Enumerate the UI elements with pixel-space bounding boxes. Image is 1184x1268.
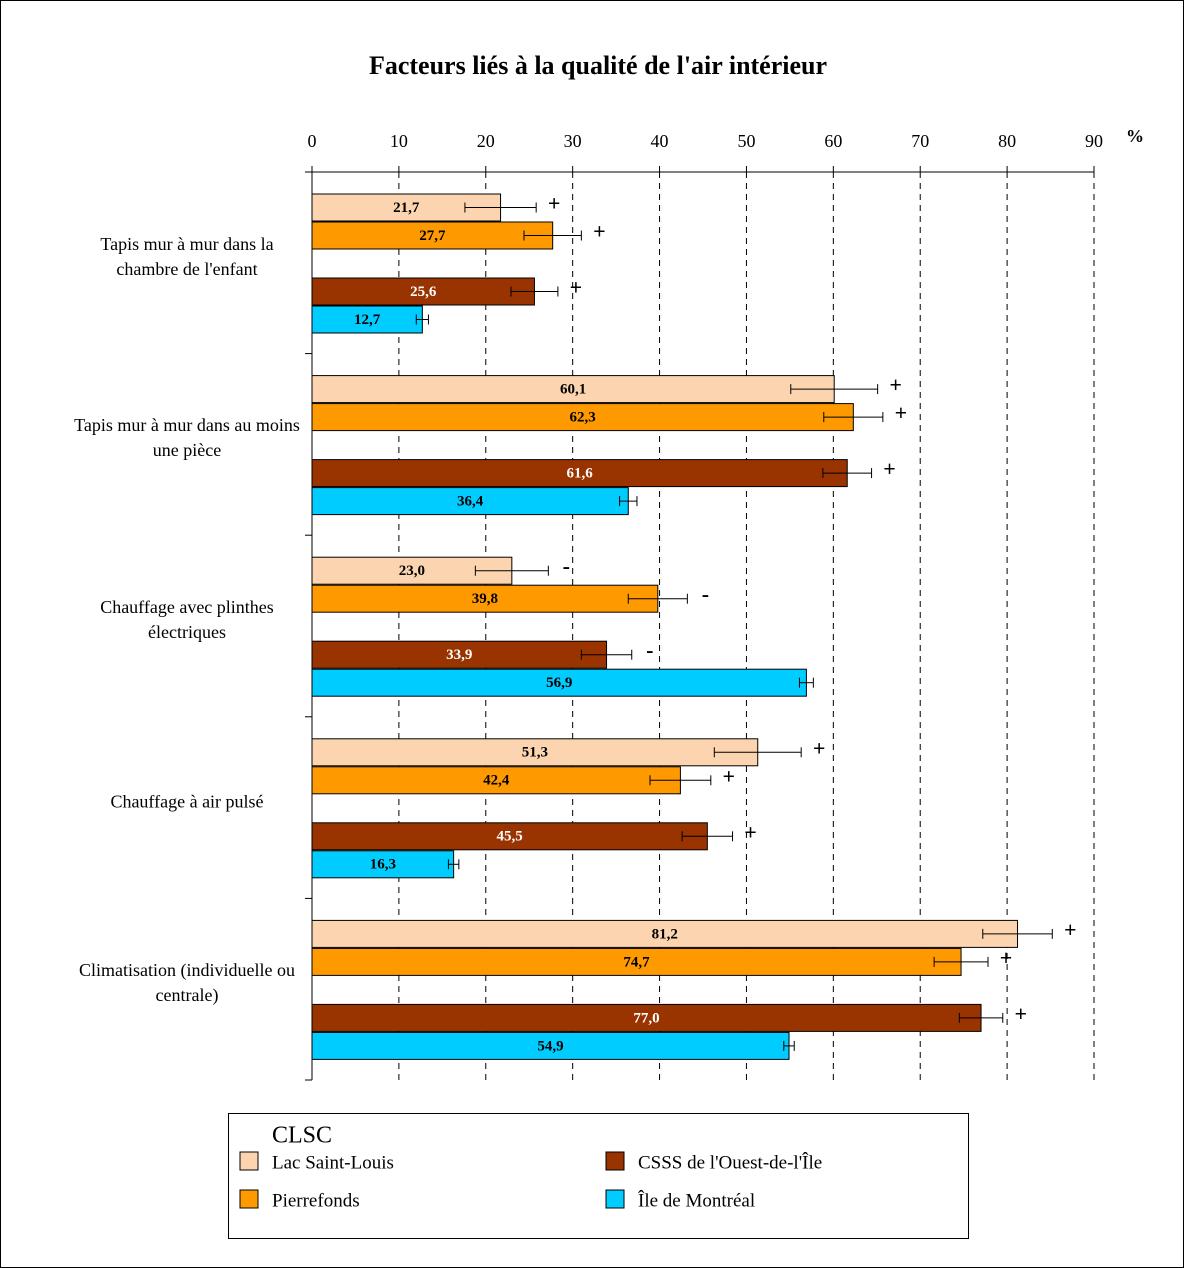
error-bar bbox=[619, 496, 638, 507]
value-label: 77,0 bbox=[633, 1010, 659, 1026]
error-bar bbox=[510, 286, 559, 297]
x-tick-label: 40 bbox=[651, 131, 669, 151]
value-label: 42,4 bbox=[483, 773, 510, 789]
error-bar bbox=[415, 314, 429, 325]
category-label: Tapis mur à mur dans au moins une pièce bbox=[74, 415, 300, 461]
error-bar bbox=[523, 230, 582, 241]
category-label: Chauffage à air pulsé bbox=[110, 791, 264, 812]
value-label: 45,5 bbox=[497, 829, 523, 845]
error-bar bbox=[713, 747, 802, 758]
axis-unit: % bbox=[1126, 126, 1144, 146]
legend-label: Lac Saint-Louis bbox=[272, 1152, 394, 1173]
bar bbox=[311, 305, 423, 334]
legend-label: Île de Montréal bbox=[638, 1189, 755, 1211]
error-bar bbox=[649, 775, 712, 786]
legend-title: CLSC bbox=[272, 1123, 332, 1149]
error-bar bbox=[464, 202, 537, 213]
bar bbox=[311, 766, 681, 795]
bar bbox=[311, 850, 455, 879]
value-label: 36,4 bbox=[457, 494, 484, 510]
value-label: 27,7 bbox=[419, 228, 446, 244]
value-label: 56,9 bbox=[546, 675, 572, 691]
error-bar bbox=[627, 593, 688, 604]
value-label: 12,7 bbox=[354, 312, 381, 328]
bar bbox=[311, 584, 659, 613]
significance-marker: + bbox=[593, 219, 606, 244]
x-tick-label: 0 bbox=[308, 131, 317, 151]
significance-marker: - bbox=[702, 582, 709, 607]
x-tick-label: 80 bbox=[998, 131, 1016, 151]
error-bar bbox=[790, 384, 879, 395]
bar bbox=[311, 738, 759, 767]
bar bbox=[311, 947, 962, 976]
value-label: 74,7 bbox=[623, 954, 650, 970]
error-bar bbox=[822, 468, 873, 479]
legend-swatch bbox=[605, 1151, 625, 1171]
x-tick-label: 50 bbox=[737, 131, 755, 151]
value-label: 21,7 bbox=[393, 200, 420, 216]
error-bar bbox=[823, 412, 884, 423]
significance-marker: + bbox=[723, 763, 736, 788]
significance-marker: + bbox=[744, 819, 757, 844]
x-tick-label: 70 bbox=[911, 131, 929, 151]
error-bar bbox=[474, 565, 549, 576]
error-bar bbox=[933, 956, 989, 967]
bar bbox=[311, 403, 854, 432]
bar bbox=[311, 1003, 982, 1032]
value-label: 39,8 bbox=[472, 591, 498, 607]
x-tick-label: 30 bbox=[564, 131, 582, 151]
significance-marker: + bbox=[548, 191, 561, 216]
value-label: 51,3 bbox=[522, 745, 548, 761]
value-label: 61,6 bbox=[566, 466, 593, 482]
bar bbox=[311, 221, 554, 250]
bar bbox=[311, 459, 848, 488]
value-label: 81,2 bbox=[652, 926, 678, 942]
category-label: Climatisation (individuelle ou centrale) bbox=[79, 960, 295, 1006]
legend-label: CSSS de l'Ouest-de-l'Île bbox=[638, 1151, 822, 1173]
value-label: 60,1 bbox=[560, 382, 586, 398]
significance-marker: - bbox=[563, 554, 570, 579]
error-bar bbox=[783, 1040, 795, 1051]
significance-marker: + bbox=[570, 275, 583, 300]
bar bbox=[311, 1031, 790, 1060]
significance-marker: + bbox=[895, 400, 908, 425]
x-tick-label: 10 bbox=[390, 131, 408, 151]
significance-marker: + bbox=[883, 456, 896, 481]
error-bar bbox=[982, 928, 1053, 939]
value-label: 62,3 bbox=[570, 410, 596, 426]
significance-marker: + bbox=[1064, 917, 1077, 942]
significance-marker: + bbox=[1014, 1001, 1027, 1026]
category-label: Chauffage avec plinthes électriques bbox=[100, 597, 274, 642]
x-tick-label: 20 bbox=[477, 131, 495, 151]
bar bbox=[311, 487, 629, 516]
value-label: 23,0 bbox=[399, 563, 425, 579]
legend-box bbox=[228, 1113, 969, 1239]
bar bbox=[311, 640, 608, 669]
chart-title: Facteurs liés à la qualité de l'air inté… bbox=[369, 51, 827, 80]
significance-marker: + bbox=[1000, 945, 1013, 970]
legend-swatch bbox=[239, 1151, 259, 1171]
error-bar bbox=[798, 677, 814, 688]
legend-swatch bbox=[605, 1189, 625, 1209]
value-label: 33,9 bbox=[446, 647, 472, 663]
category-label: Tapis mur à mur dans la chambre de l'enf… bbox=[100, 233, 274, 279]
legend-swatch bbox=[239, 1189, 259, 1209]
legend-label: Pierrefonds bbox=[272, 1190, 360, 1211]
error-bar bbox=[447, 859, 460, 870]
bar bbox=[311, 822, 708, 851]
value-label: 16,3 bbox=[370, 857, 396, 873]
error-bar bbox=[958, 1012, 1004, 1023]
error-bar bbox=[580, 649, 633, 660]
value-label: 54,9 bbox=[537, 1038, 563, 1054]
significance-marker: + bbox=[813, 735, 826, 760]
significance-marker: - bbox=[646, 638, 653, 663]
x-tick-label: 60 bbox=[824, 131, 842, 151]
value-label: 25,6 bbox=[410, 284, 437, 300]
bar bbox=[311, 375, 835, 404]
significance-marker: + bbox=[889, 372, 902, 397]
x-tick-label: 90 bbox=[1085, 131, 1103, 151]
error-bar bbox=[681, 831, 734, 842]
